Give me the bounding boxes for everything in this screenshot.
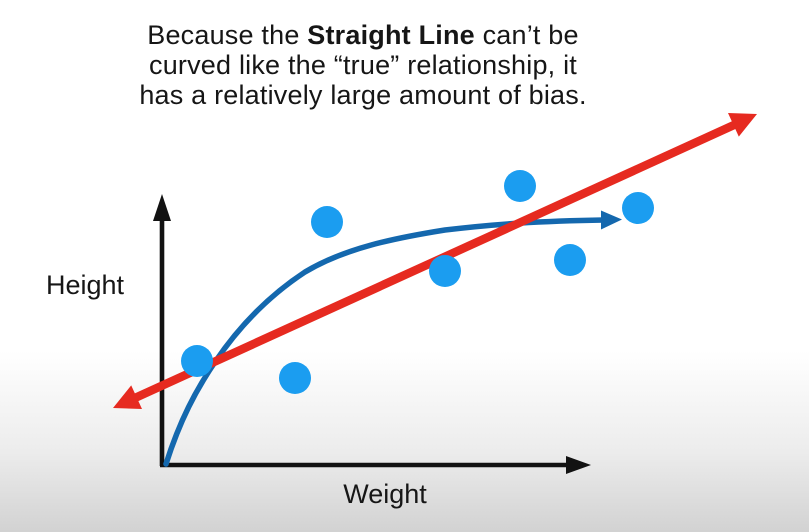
title-bold-straight-line: Straight Line bbox=[307, 20, 475, 50]
straight-line-arrowhead-left bbox=[113, 385, 142, 409]
y-axis-arrowhead bbox=[153, 194, 171, 221]
page-title: Because the Straight Line can’t be curve… bbox=[33, 20, 693, 110]
y-axis-label: Height bbox=[46, 270, 125, 300]
title-line-3: has a relatively large amount of bias. bbox=[139, 80, 587, 110]
data-point bbox=[181, 345, 213, 377]
data-point bbox=[554, 244, 586, 276]
data-point bbox=[311, 206, 343, 238]
data-point bbox=[429, 255, 461, 287]
x-axis-arrowhead bbox=[566, 456, 591, 474]
data-points-group bbox=[181, 170, 654, 394]
data-point bbox=[504, 170, 536, 202]
data-point bbox=[622, 192, 654, 224]
title-line-1: Because the Straight Line can’t be bbox=[147, 20, 579, 50]
title-line-2: curved like the “true” relationship, it bbox=[149, 50, 577, 80]
curve-arrowhead bbox=[601, 210, 622, 230]
data-point bbox=[279, 362, 311, 394]
x-axis-label: Weight bbox=[343, 479, 427, 509]
straight-line-arrowhead-right bbox=[728, 113, 757, 137]
true-relationship-curve bbox=[163, 217, 607, 467]
